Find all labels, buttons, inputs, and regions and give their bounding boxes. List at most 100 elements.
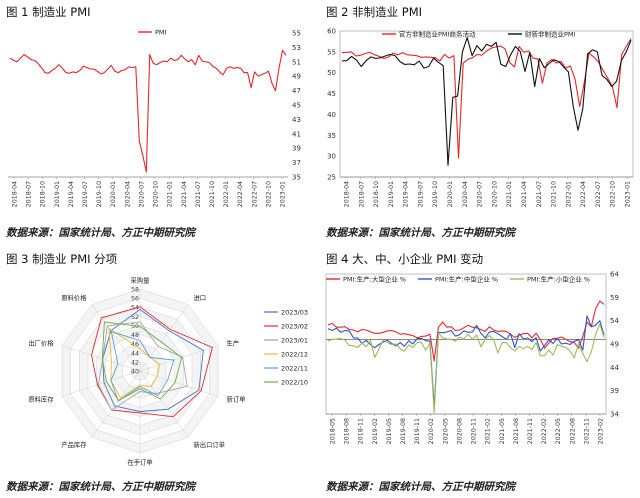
- radar-axis-label: 新出口订单: [194, 440, 225, 449]
- series-line-1: [9, 49, 287, 173]
- x-tick-label: 2020-07: [138, 181, 145, 207]
- radar-axis-label: 采购量: [131, 276, 151, 285]
- y-tick-label: 59: [610, 294, 619, 302]
- x-tick-label: 2022-07: [251, 181, 258, 207]
- x-tick-label: 2019-10: [432, 181, 439, 207]
- x-tick-label: 2022-07: [595, 181, 602, 207]
- x-tick-label: 2022-05: [555, 418, 562, 444]
- y-tick-label: 55: [327, 48, 336, 56]
- radar-spoke: [91, 370, 141, 438]
- x-tick-label: 2020-08: [456, 418, 463, 444]
- radar-axis-label: 在手订单: [127, 458, 152, 467]
- chart1-svg: 35 37 39 41 43 45 47 49 51 53 55 2018-04 2018-07 2018…: [8, 29, 301, 207]
- series-line-2: [327, 315, 605, 408]
- y-tick-label: 44: [610, 364, 619, 372]
- x-tick-label: 2018-10: [40, 181, 47, 207]
- y-tick-label: 45: [327, 90, 336, 98]
- radar-legend-label-4: 2022/12: [281, 351, 308, 359]
- x-tick-label: 2019-07: [417, 181, 424, 207]
- chart2-source: 数据来源：国家统计局、方正中期研究院: [326, 227, 515, 239]
- legend-label-1: 官方非制造业PMI商务活动: [399, 30, 476, 39]
- x-tick-label: 2019-04: [403, 181, 410, 207]
- radar-legend-label-3: 2023/01: [281, 337, 308, 345]
- radar-legend-label-1: 2023/03: [281, 309, 308, 317]
- x-tick-label: 2021-11: [527, 418, 534, 444]
- chart4-svg: 34 39 44 49 54 59 64 2018-05 2018-08 2018-11 2019-…: [325, 271, 619, 444]
- x-tick-label: 2019-10: [96, 181, 103, 207]
- legend-label-2: 财新非制造业PMI: [525, 30, 576, 39]
- x-tick-label: 2018-07: [358, 181, 365, 207]
- legend-label-1: PMI: [155, 29, 167, 37]
- y-tick-label: 49: [292, 73, 301, 81]
- x-tick-label: 2021-04: [521, 181, 528, 207]
- x-tick-label: 2020-11: [471, 418, 478, 444]
- y-tick-label: 39: [610, 387, 619, 395]
- radar-tick-label: 48: [131, 332, 139, 339]
- chart1-title: 图 1 制造业 PMI: [6, 5, 91, 19]
- chart1-source: 数据来源：国家统计局、方正中期研究院: [6, 227, 195, 239]
- x-tick-label: 2021-02: [485, 418, 492, 444]
- y-tick-label: 43: [292, 116, 301, 124]
- radar-series-6: [101, 321, 183, 402]
- radar-tick-label: 50: [131, 323, 139, 330]
- y-tick-label: 35: [292, 174, 301, 182]
- radar-spoke: [139, 345, 219, 372]
- series-line-1: [341, 38, 632, 159]
- y-tick-label: 37: [292, 159, 301, 167]
- x-tick-label: 2018-04: [12, 181, 19, 207]
- x-tick-label: 2019-01: [54, 181, 61, 207]
- x-tick-label: 2021-10: [209, 181, 216, 207]
- radar-axis-label: 新订单: [227, 395, 246, 404]
- legend-label-2: PMI:生产:中型企业 %: [435, 275, 498, 284]
- y-tick-label: 40: [327, 111, 336, 119]
- y-tick-label: 35: [327, 132, 336, 140]
- x-tick-label: 2019-08: [400, 418, 407, 444]
- y-tick-label: 50: [327, 69, 336, 77]
- y-tick-label: 54: [610, 317, 619, 325]
- radar-spoke: [91, 304, 141, 372]
- x-tick-label: 2019-02: [372, 418, 379, 444]
- chart2-svg: 25 30 35 40 45 50 55 60 2018-04 2018-07 2018-10 201…: [327, 28, 634, 207]
- radar-spoke: [139, 370, 189, 438]
- x-tick-label: 2023-01: [625, 181, 632, 207]
- x-tick-label: 2022-01: [223, 181, 230, 207]
- radar-series-1: [102, 308, 204, 412]
- chart3-title: 图 3 制造业 PMI 分项: [6, 252, 118, 266]
- x-tick-label: 2022-08: [569, 418, 576, 444]
- y-tick-label: 41: [292, 130, 301, 138]
- x-tick-label: 2023-01: [280, 181, 287, 207]
- radar-axis-label: 原料价格: [61, 293, 87, 302]
- radar-axis-label: 生产: [227, 338, 240, 347]
- x-tick-label: 2019-11: [414, 418, 421, 444]
- y-tick-label: 64: [610, 271, 619, 279]
- x-tick-label: 2020-10: [491, 181, 498, 207]
- x-tick-label: 2018-05: [330, 418, 337, 444]
- radar-series-4: [108, 327, 161, 399]
- legend-label-1: PMI:生产:大型企业 %: [343, 275, 406, 284]
- x-tick-label: 2021-01: [167, 181, 174, 207]
- radar-tick-label: 52: [131, 314, 139, 321]
- radar-legend-label-2: 2023/02: [281, 323, 308, 331]
- x-tick-label: 2021-10: [551, 181, 558, 207]
- y-tick-label: 53: [292, 44, 301, 52]
- radar-tick-label: 44: [131, 350, 139, 357]
- y-tick-label: 30: [327, 153, 336, 161]
- x-tick-label: 2021-07: [536, 181, 543, 207]
- x-tick-label: 2019-01: [388, 181, 395, 207]
- x-tick-label: 2020-01: [447, 181, 454, 207]
- series-line-1: [327, 300, 605, 362]
- x-tick-label: 2023-02: [598, 418, 605, 444]
- series-line-2: [341, 37, 632, 166]
- radar-spoke: [139, 370, 219, 397]
- radar-axis-label: 出厂价格: [28, 338, 54, 347]
- x-tick-label: 2021-07: [195, 181, 202, 207]
- radar-series-3: [97, 321, 188, 411]
- x-tick-label: 2022-04: [580, 181, 587, 207]
- x-tick-label: 2021-04: [181, 181, 188, 207]
- x-tick-label: 2020-04: [124, 181, 131, 207]
- y-tick-label: 34: [610, 411, 619, 419]
- x-tick-label: 2018-07: [26, 181, 33, 207]
- chart4-title: 图 4 大、中、小企业 PMI 变动: [326, 252, 484, 266]
- radar-spoke: [139, 304, 189, 372]
- x-tick-label: 2022-10: [610, 181, 617, 207]
